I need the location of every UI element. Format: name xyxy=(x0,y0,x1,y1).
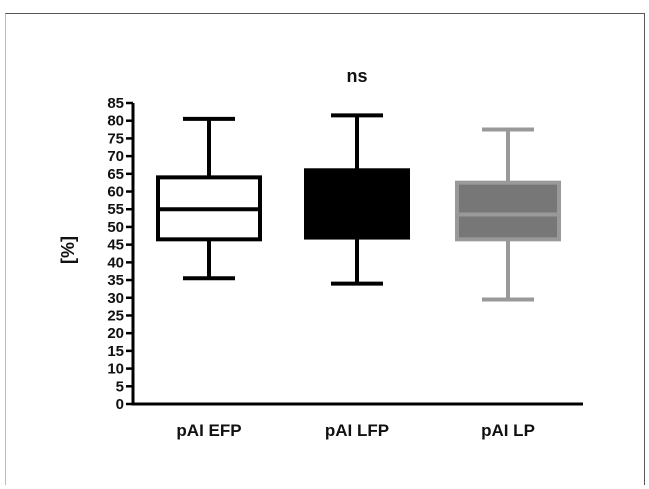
y-tick-label: 15 xyxy=(107,343,124,360)
category-label: pAI LFP xyxy=(325,421,389,440)
y-tick-label: 60 xyxy=(107,184,124,201)
box-2 xyxy=(304,113,410,286)
y-tick-label: 85 xyxy=(107,95,124,112)
category-label: pAI LP xyxy=(481,421,535,440)
y-tick-label: 40 xyxy=(107,254,124,271)
significance-annotation: ns xyxy=(346,66,367,86)
category-labels: pAI EFP pAI LFP pAI LP xyxy=(176,421,535,440)
box-1 xyxy=(156,116,262,281)
y-tick-label: 0 xyxy=(116,396,124,413)
iqr-box xyxy=(455,180,561,242)
y-tick-label: 45 xyxy=(107,237,124,254)
y-tick-label: 70 xyxy=(107,148,124,165)
figure-frame xyxy=(5,13,645,485)
y-tick-label: 20 xyxy=(107,325,124,342)
category-label: pAI EFP xyxy=(176,421,241,440)
box-3 xyxy=(455,127,561,302)
y-axis-label: [%] xyxy=(58,236,78,264)
y-tick-label: 75 xyxy=(107,130,124,147)
y-tick-label: 30 xyxy=(107,290,124,307)
y-tick-label: 25 xyxy=(107,307,124,324)
y-tick-label: 10 xyxy=(107,361,124,378)
y-tick-label: 80 xyxy=(107,113,124,130)
y-tick-label: 55 xyxy=(107,201,124,218)
y-tick-label: 65 xyxy=(107,166,124,183)
y-tick-label: 5 xyxy=(116,378,124,395)
boxes xyxy=(156,113,561,302)
y-tick-label: 50 xyxy=(107,219,124,236)
y-tick-label: 35 xyxy=(107,272,124,289)
